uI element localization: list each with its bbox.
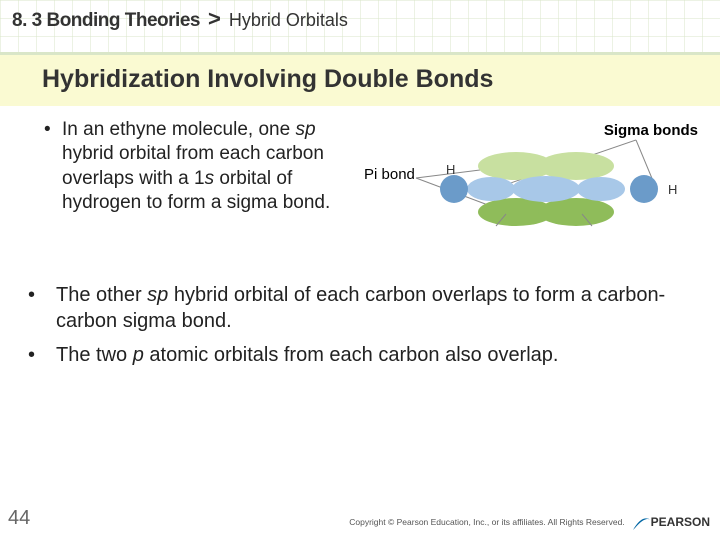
bullet-1: • In an ethyne molecule, one sp hybrid o… (44, 118, 344, 215)
copyright-text: Copyright © Pearson Education, Inc., or … (349, 517, 624, 527)
bullet-3: • The two p atomic orbitals from each ca… (28, 342, 702, 368)
topic-label: Hybrid Orbitals (229, 10, 348, 31)
page-number: 44 (8, 507, 30, 530)
content-area: • In an ethyne molecule, one sp hybrid o… (0, 106, 720, 368)
logo-swoosh-icon (631, 512, 653, 532)
slide-title: Hybridization Involving Double Bonds (42, 65, 696, 94)
logo-text: PEARSON (651, 515, 710, 529)
sigma-bond-label: Sigma bonds (604, 122, 698, 139)
ethyne-diagram: Pi bond Sigma bonds H H (344, 118, 702, 278)
orbital-svg: H H (406, 138, 696, 268)
section-label: 8. 3 Bonding Theories (12, 10, 200, 32)
slide-header: 8. 3 Bonding Theories > Hybrid Orbitals (0, 0, 720, 55)
footer: Copyright © Pearson Education, Inc., or … (349, 512, 710, 532)
h-right-label: H (668, 182, 677, 197)
bullet-2: • The other sp hybrid orbital of each ca… (28, 282, 702, 334)
section-separator: > (208, 6, 221, 32)
h-left-label: H (446, 162, 455, 177)
title-bar: Hybridization Involving Double Bonds (0, 55, 720, 106)
pearson-logo: PEARSON (631, 512, 710, 532)
